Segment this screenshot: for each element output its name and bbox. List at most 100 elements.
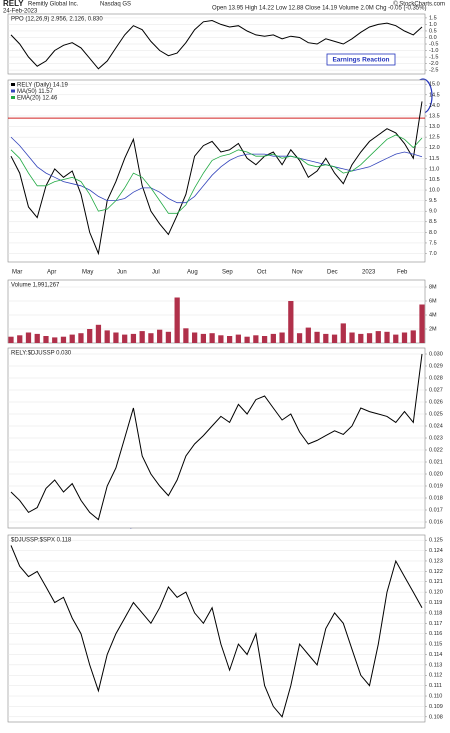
y-tick-label: 0.117 (429, 621, 442, 627)
symbol: RELY (3, 0, 24, 8)
series-line (10, 134, 423, 214)
y-tick-label: 0.026 (429, 399, 443, 405)
volume-bar (296, 333, 303, 343)
x-tick-label: Oct (257, 270, 267, 276)
volume-bar (393, 334, 399, 343)
y-tick-label: 0.124 (429, 548, 443, 554)
y-tick-label: 0.024 (429, 423, 443, 429)
y-tick-label: 0.030 (429, 351, 443, 357)
y-tick-label: 0.029 (429, 363, 443, 369)
x-tick-label: Jun (117, 270, 127, 276)
y-tick-label: 11.0 (429, 166, 439, 172)
panel-frame (7, 279, 426, 344)
volume-bar (209, 333, 215, 343)
volume-bar (384, 331, 390, 343)
y-tick-label: 0.119 (429, 600, 442, 606)
x-tick-label: 2023 (362, 270, 376, 276)
legend-label: MA(50) 11.57 (17, 89, 54, 95)
y-tick-label: 0.120 (429, 590, 443, 596)
y-tick-label: 1.5 (429, 15, 437, 21)
panel-legend: $DJUSSP:$SPX 0.118 (11, 538, 72, 544)
volume-bar (104, 330, 110, 343)
panel-legend: PPO (12,26,9) 2.956, 2.126, 0.830 (11, 17, 103, 23)
volume-bar (340, 323, 346, 343)
volume-bar (130, 333, 137, 343)
y-tick-label: -2.0 (429, 61, 438, 67)
volume-bar (226, 336, 233, 343)
y-tick-label: 14.5 (429, 92, 440, 98)
volume-bar (314, 331, 320, 343)
y-tick-label: 13.0 (429, 124, 440, 130)
y-tick-label: 0.0 (429, 35, 437, 41)
volume-bar (331, 334, 338, 343)
volume-bar (305, 327, 311, 343)
y-tick-label: 6M (429, 298, 437, 304)
legend-label: EMA(20) 12.46 (17, 96, 58, 102)
y-tick-label: 0.123 (429, 558, 443, 564)
y-tick-label: 0.017 (429, 507, 443, 513)
series-line (10, 545, 423, 718)
y-tick-label: 0.027 (429, 387, 443, 393)
volume-bar (218, 335, 224, 343)
volume-bar (270, 333, 276, 343)
volume-bar (8, 336, 14, 343)
panel-legend: RELY:$DJUSSP 0.030 (11, 351, 72, 357)
y-tick-label: 10.5 (429, 177, 440, 183)
volume-bar (157, 329, 163, 343)
company: Remitly Global Inc. (28, 2, 79, 8)
x-tick-label: Nov (292, 270, 303, 276)
x-tick-label: May (82, 270, 93, 276)
quote: Open 13.95 High 14.22 Low 12.88 Close 14… (212, 6, 426, 12)
y-tick-label: 0.118 (429, 610, 442, 616)
panel-frame (7, 534, 426, 723)
y-tick-label: 0.109 (429, 704, 443, 710)
y-tick-label: 8.0 (429, 230, 437, 236)
volume-bar (25, 332, 32, 343)
volume-bar (410, 330, 416, 343)
x-tick-label: Dec (327, 270, 338, 276)
annotation: Earnings Reaction (332, 57, 389, 64)
series-line (10, 19, 423, 70)
y-tick-label: 13.5 (429, 113, 440, 119)
y-tick-label: 12.5 (429, 135, 440, 141)
y-tick-label: -0.5 (429, 41, 438, 47)
volume-bar (43, 336, 49, 343)
panel-legend: Volume 1,991,267 (11, 283, 60, 289)
y-tick-label: 0.025 (429, 411, 443, 417)
y-tick-label: 0.023 (429, 435, 443, 441)
y-tick-label: 8.5 (429, 219, 437, 225)
y-tick-label: 0.115 (429, 642, 442, 648)
x-tick-label: Mar (12, 270, 22, 276)
exchange: Nasdaq GS (100, 2, 131, 8)
y-tick-label: 4M (429, 312, 437, 318)
volume-bar (78, 333, 84, 343)
y-tick-label: 0.122 (429, 569, 443, 575)
series-line (10, 136, 423, 204)
volume-bar (288, 301, 294, 343)
volume-bar (200, 333, 207, 343)
volume-bar (401, 332, 408, 343)
y-tick-label: 0.116 (429, 631, 442, 637)
y-tick-label: 0.111 (429, 683, 442, 689)
volume-bar (95, 324, 102, 343)
volume-bar (235, 334, 241, 343)
legend-swatch (11, 89, 15, 93)
x-tick-label: Feb (397, 270, 408, 276)
y-tick-label: 0.110 (429, 693, 442, 699)
x-tick-label: Aug (187, 270, 198, 276)
y-tick-label: 0.5 (429, 28, 437, 34)
volume-bar (279, 332, 285, 343)
volume-bar (192, 332, 198, 343)
y-tick-label: 8M (429, 284, 437, 290)
volume-bar (349, 332, 355, 343)
volume-bar (113, 332, 119, 343)
y-tick-label: 2M (429, 326, 437, 332)
legend-swatch (11, 83, 15, 86)
volume-bar (375, 331, 381, 343)
y-tick-label: 7.5 (429, 240, 437, 246)
volume-bar (60, 336, 67, 343)
x-tick-label: Apr (47, 270, 56, 276)
y-tick-label: 9.0 (429, 209, 437, 215)
y-tick-label: 11.5 (429, 156, 439, 162)
